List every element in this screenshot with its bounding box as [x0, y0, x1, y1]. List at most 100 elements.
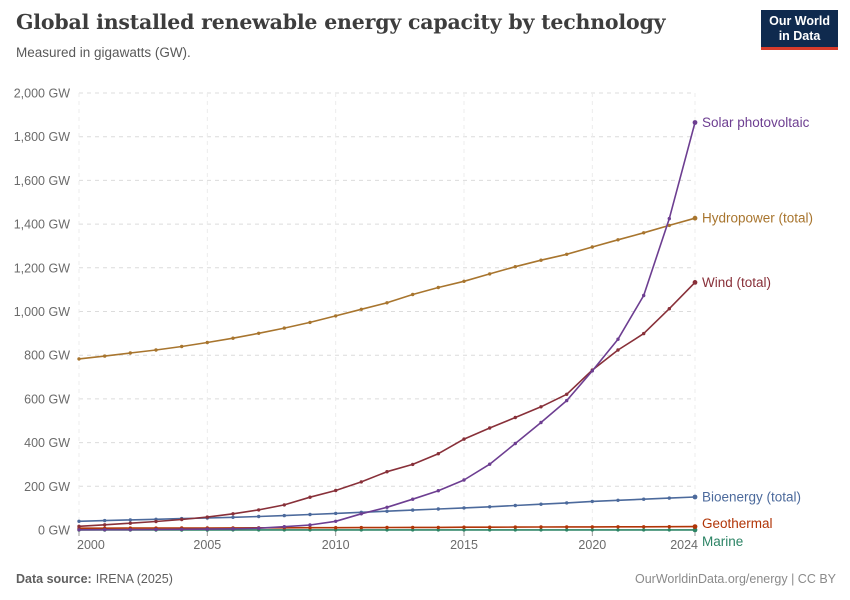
- data-point-solar-photovoltaic: [334, 519, 338, 523]
- data-point-hydropower-total: [128, 351, 132, 355]
- data-point-marine: [513, 528, 517, 532]
- series-line-hydropower-total: [78, 217, 696, 360]
- data-point-hydropower-total: [180, 344, 184, 349]
- data-point-wind-total: [334, 488, 338, 493]
- data-point-hydropower-total: [385, 301, 389, 305]
- series-line-wind-total: [78, 281, 696, 528]
- data-point-solar-photovoltaic: [257, 526, 261, 530]
- data-point-wind-total: [231, 512, 235, 516]
- data-point-solar-photovoltaic: [462, 478, 466, 482]
- data-point-marine: [411, 528, 415, 532]
- data-point-solar-photovoltaic: [436, 489, 440, 493]
- data-point-marine: [462, 528, 466, 532]
- data-point-wind-total: [616, 348, 620, 352]
- y-axis-tick-label-400: 400 GW: [24, 436, 70, 450]
- data-point-wind-total: [462, 437, 466, 441]
- data-point-hydropower-total: [257, 331, 261, 335]
- data-point-bioenergy-total: [231, 515, 235, 519]
- data-point-wind-total: [667, 307, 671, 311]
- data-point-wind-total: [154, 519, 158, 524]
- data-point-solar-photovoltaic: [359, 512, 363, 516]
- data-point-bioenergy-total: [436, 507, 440, 511]
- data-point-hydropower-total: [565, 252, 569, 256]
- series-line-bioenergy-total: [78, 496, 696, 523]
- data-point-solar-photovoltaic: [308, 523, 312, 527]
- data-point-solar-photovoltaic: [231, 527, 235, 531]
- data-source-label: Data source:: [16, 572, 92, 586]
- series-label-solar-photovoltaic: Solar photovoltaic: [702, 115, 810, 130]
- y-axis-tick-label-800: 800 GW: [24, 349, 70, 363]
- data-point-end-wind-total: [692, 280, 698, 285]
- data-source-value: IRENA (2025): [95, 572, 173, 586]
- data-point-wind-total: [385, 470, 389, 474]
- series-label-bioenergy-total: Bioenergy (total): [702, 490, 801, 505]
- data-point-wind-total: [257, 508, 261, 512]
- data-point-solar-photovoltaic: [488, 462, 492, 466]
- data-point-bioenergy-total: [334, 511, 338, 516]
- data-point-solar-photovoltaic: [616, 337, 620, 341]
- series-label-geothermal: Geothermal: [702, 516, 773, 531]
- data-point-end-marine: [692, 527, 698, 533]
- data-point-marine: [590, 528, 594, 532]
- data-point-bioenergy-total: [616, 498, 620, 502]
- data-point-solar-photovoltaic: [77, 528, 81, 532]
- data-point-geothermal: [539, 525, 543, 529]
- x-axis-tick-label-2020: 2020: [578, 538, 606, 552]
- data-point-marine: [616, 528, 620, 532]
- y-axis-tick-label-0: 0 GW: [38, 524, 70, 538]
- data-point-wind-total: [205, 515, 209, 519]
- data-point-hydropower-total: [462, 279, 466, 283]
- data-point-bioenergy-total: [488, 505, 492, 509]
- data-point-solar-photovoltaic: [385, 505, 389, 509]
- data-point-hydropower-total: [667, 223, 671, 228]
- data-point-hydropower-total: [642, 231, 646, 235]
- data-point-wind-total: [128, 521, 132, 525]
- data-point-hydropower-total: [154, 348, 158, 352]
- data-point-bioenergy-total: [77, 519, 81, 523]
- data-point-solar-photovoltaic: [128, 528, 132, 532]
- y-axis-tick-label-1200: 1,200 GW: [14, 261, 70, 275]
- data-point-solar-photovoltaic: [180, 527, 184, 531]
- data-point-marine: [539, 528, 543, 532]
- data-point-geothermal: [462, 525, 466, 529]
- data-point-marine: [642, 528, 646, 532]
- data-point-hydropower-total: [334, 314, 338, 318]
- owid-logo: Our World in Data: [761, 10, 838, 50]
- x-axis-tick-label-2010: 2010: [322, 538, 350, 552]
- x-axis-tick-label-2005: 2005: [193, 538, 221, 552]
- data-point-solar-photovoltaic: [539, 420, 543, 425]
- data-point-marine: [667, 528, 671, 532]
- data-point-bioenergy-total: [308, 512, 312, 517]
- data-point-solar-photovoltaic: [513, 441, 517, 446]
- data-point-wind-total: [642, 331, 646, 336]
- data-point-geothermal: [642, 525, 646, 529]
- data-point-wind-total: [308, 495, 312, 499]
- data-point-hydropower-total: [205, 340, 209, 345]
- series-label-wind-total: Wind (total): [702, 275, 771, 290]
- y-axis-tick-label-1000: 1,000 GW: [14, 305, 70, 319]
- data-point-geothermal: [667, 525, 671, 529]
- data-point-bioenergy-total: [642, 497, 646, 501]
- x-axis-tick-label-2000: 2000: [77, 538, 105, 552]
- data-point-marine: [436, 528, 440, 532]
- data-point-bioenergy-total: [128, 518, 132, 522]
- data-point-geothermal: [513, 525, 517, 529]
- data-point-wind-total: [488, 426, 492, 430]
- data-point-solar-photovoltaic: [154, 527, 158, 532]
- data-point-marine: [488, 528, 492, 532]
- data-point-solar-photovoltaic: [103, 528, 107, 532]
- data-point-wind-total: [539, 405, 543, 409]
- data-point-bioenergy-total: [667, 496, 671, 500]
- y-axis-tick-label-1400: 1,400 GW: [14, 218, 70, 232]
- data-point-hydropower-total: [436, 285, 440, 290]
- data-point-bioenergy-total: [385, 509, 389, 513]
- data-point-geothermal: [411, 525, 415, 530]
- data-point-bioenergy-total: [462, 506, 466, 510]
- data-point-wind-total: [411, 462, 415, 467]
- data-point-wind-total: [436, 452, 440, 456]
- series-line-solar-photovoltaic: [78, 122, 696, 531]
- footer-link[interactable]: OurWorldinData.org/energy | CC BY: [634, 572, 836, 586]
- data-point-bioenergy-total: [539, 502, 543, 506]
- chart-title: Global installed renewable energy capaci…: [16, 10, 666, 34]
- data-point-hydropower-total: [359, 307, 363, 311]
